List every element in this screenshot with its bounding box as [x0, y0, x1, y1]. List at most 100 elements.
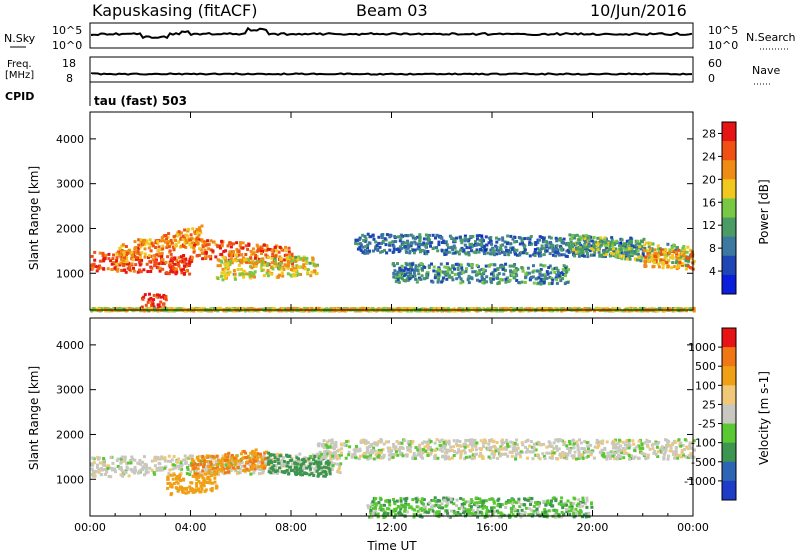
echo-cell	[439, 236, 442, 239]
echo-cell	[203, 241, 206, 244]
echo-cell	[149, 238, 152, 241]
echo-cell	[174, 467, 177, 470]
echo-cell	[442, 277, 445, 280]
echo-cell	[172, 478, 175, 481]
echo-cell	[240, 254, 243, 257]
echo-cell	[203, 484, 206, 487]
echo-cell	[220, 253, 223, 256]
echo-cell	[504, 278, 507, 281]
echo-cell	[220, 240, 223, 243]
echo-cell	[246, 460, 249, 463]
echo-cell	[435, 234, 438, 237]
echo-cell	[263, 274, 266, 277]
echo-cell	[207, 247, 210, 250]
echo-cell	[461, 271, 464, 274]
echo-cell	[623, 243, 626, 246]
echo-cell	[551, 248, 554, 251]
echo-cell	[301, 458, 304, 461]
echo-cell	[404, 273, 407, 276]
echo-cell	[514, 270, 517, 273]
echo-cell	[91, 462, 94, 465]
echo-cell	[201, 476, 204, 479]
echo-cell	[290, 469, 293, 472]
echo-cell	[319, 472, 322, 475]
echo-cell	[534, 254, 537, 257]
echo-cell	[313, 269, 316, 272]
colorbar-swatch	[722, 275, 736, 295]
echo-cell	[567, 242, 570, 245]
echo-cell	[287, 260, 290, 263]
cpid-value: tau (fast) 503	[94, 94, 187, 108]
echo-cell	[186, 472, 189, 475]
echo-cell	[555, 239, 558, 242]
echo-cell	[96, 466, 99, 469]
echo-cell	[172, 463, 175, 466]
echo-cell	[144, 293, 147, 296]
echo-cell	[241, 457, 244, 460]
echo-cell	[634, 243, 637, 246]
echo-cell	[542, 240, 545, 243]
echo-cell	[597, 248, 600, 251]
echo-cell	[211, 249, 214, 252]
echo-cell	[281, 275, 284, 278]
echo-cell	[200, 490, 203, 493]
echo-cell	[613, 457, 616, 460]
echo-cell	[305, 262, 308, 265]
echo-cell	[429, 241, 432, 244]
echo-cell	[404, 266, 407, 269]
echo-cell	[161, 245, 164, 248]
echo-cell	[182, 479, 185, 482]
echo-cell	[240, 452, 243, 455]
echo-cell	[168, 455, 171, 458]
echo-cell	[296, 463, 299, 466]
echo-cell	[223, 271, 226, 274]
echo-cell	[196, 228, 199, 231]
echo-cell	[333, 451, 336, 454]
echo-cell	[290, 268, 293, 271]
echo-cell	[584, 237, 587, 240]
echo-cell	[523, 237, 526, 240]
echo-cell	[279, 262, 282, 265]
echo-cell	[99, 260, 102, 263]
echo-cell	[277, 458, 280, 461]
echo-cell	[201, 257, 204, 260]
echo-cell	[312, 258, 315, 261]
echo-cell	[246, 468, 249, 471]
echo-cell	[329, 472, 332, 475]
echo-cell	[216, 245, 219, 248]
echo-cell	[164, 296, 167, 299]
echo-cell	[411, 263, 414, 266]
echo-cell	[269, 459, 272, 462]
echo-cell	[550, 237, 553, 240]
echo-cell	[364, 245, 367, 248]
echo-cell	[496, 268, 499, 271]
echo-cell	[250, 250, 253, 253]
echo-cell	[541, 274, 544, 277]
echo-cell	[629, 237, 632, 240]
echo-cell	[294, 472, 297, 475]
echo-cell	[287, 272, 290, 275]
echo-cell	[287, 472, 290, 475]
echo-cell	[495, 237, 498, 240]
echo-cell	[210, 482, 213, 485]
echo-cell	[410, 268, 413, 271]
echo-cell	[115, 253, 118, 256]
echo-cell	[481, 281, 484, 284]
date-label: 10/Jun/2016	[590, 1, 687, 20]
echo-cell	[470, 276, 473, 279]
echo-cell	[152, 244, 155, 247]
echo-cell	[154, 263, 157, 266]
echo-cell	[450, 236, 453, 239]
echo-cell	[131, 251, 134, 254]
echo-cell	[506, 235, 509, 238]
echo-cell	[137, 244, 140, 247]
echo-cell	[124, 471, 127, 474]
echo-cell	[309, 274, 312, 277]
echo-cell	[316, 462, 319, 465]
echo-cell	[436, 438, 439, 441]
echo-cell	[634, 252, 637, 255]
echo-cell	[294, 462, 297, 465]
echo-cell	[498, 252, 501, 255]
echo-cell	[196, 254, 199, 257]
